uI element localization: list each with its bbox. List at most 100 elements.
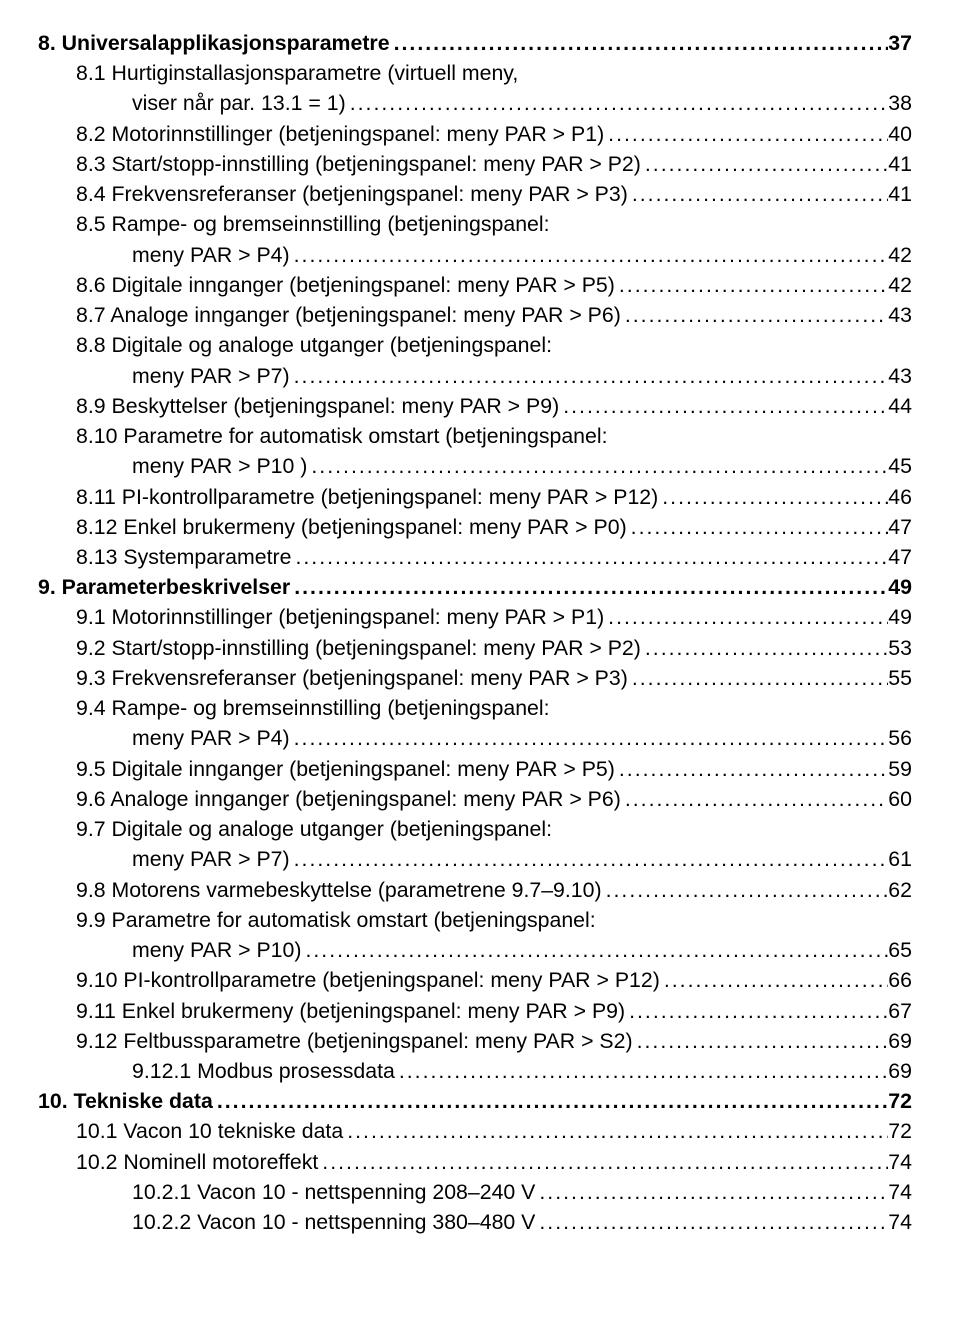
- toc-entry-title: meny PAR > P4): [132, 723, 290, 753]
- toc-entry-page: 37: [888, 28, 912, 58]
- toc-entry-title: 9.2 Start/stopp-innstilling (betjeningsp…: [76, 633, 641, 663]
- toc-entry: 8.8 Digitale og analoge utganger (betjen…: [38, 330, 912, 360]
- toc-entry: 9.8 Motorens varmebeskyttelse (parametre…: [38, 875, 912, 905]
- toc-leader-dots: [621, 300, 888, 330]
- toc-leader-dots: [290, 240, 889, 270]
- toc-entry: meny PAR > P7) 43: [38, 361, 912, 391]
- toc-entry-page: 43: [888, 361, 912, 391]
- toc-entry-page: 74: [888, 1147, 912, 1177]
- toc-leader-dots: [290, 723, 889, 753]
- toc-entry-title: meny PAR > P10): [132, 935, 301, 965]
- toc-entry: 9.12 Feltbussparametre (betjeningspanel:…: [38, 1026, 912, 1056]
- toc-entry-page: 69: [888, 1026, 912, 1056]
- toc-entry-page: 53: [888, 633, 912, 663]
- toc-entry-title: 9. Parameterbeskrivelser: [38, 572, 290, 602]
- toc-entry-title: 10.2 Nominell motoreffekt: [76, 1147, 318, 1177]
- toc-entry: 9.7 Digitale og analoge utganger (betjen…: [38, 814, 912, 844]
- toc-entry-title: 9.5 Digitale innganger (betjeningspanel:…: [76, 754, 615, 784]
- toc-entry: 8.4 Frekvensreferanser (betjeningspanel:…: [38, 179, 912, 209]
- toc-entry: 10.2.2 Vacon 10 - nettspenning 380–480 V…: [38, 1207, 912, 1237]
- toc-entry-page: 45: [888, 451, 912, 481]
- toc-leader-dots: [641, 633, 888, 663]
- toc-leader-dots: [346, 88, 889, 118]
- toc-entry-page: 72: [888, 1116, 912, 1146]
- toc-leader-dots: [343, 1116, 888, 1146]
- toc-leader-dots: [290, 361, 889, 391]
- toc-entry: 10.1 Vacon 10 tekniske data 72: [38, 1116, 912, 1146]
- toc-entry: 9. Parameterbeskrivelser 49: [38, 572, 912, 602]
- toc-entry-title: 9.1 Motorinnstillinger (betjeningspanel:…: [76, 602, 604, 632]
- toc-entry-title: 8.7 Analoge innganger (betjeningspanel: …: [76, 300, 621, 330]
- toc-entry-page: 72: [888, 1086, 912, 1116]
- toc-entry: meny PAR > P10 ) 45: [38, 451, 912, 481]
- toc-entry-page: 44: [888, 391, 912, 421]
- toc-entry: 8.1 Hurtiginstallasjonsparametre (virtue…: [38, 58, 912, 88]
- toc-leader-dots: [535, 1177, 888, 1207]
- toc-entry-title: 8.9 Beskyttelser (betjeningspanel: meny …: [76, 391, 559, 421]
- toc-entry: 10.2.1 Vacon 10 - nettspenning 208–240 V…: [38, 1177, 912, 1207]
- toc-entry: 9.3 Frekvensreferanser (betjeningspanel:…: [38, 663, 912, 693]
- toc-entry: 8. Universalapplikasjonsparametre 37: [38, 28, 912, 58]
- toc-leader-dots: [291, 542, 888, 572]
- toc-entry-title: 8.2 Motorinnstillinger (betjeningspanel:…: [76, 119, 604, 149]
- toc-entry: 10. Tekniske data 72: [38, 1086, 912, 1116]
- toc-entry-page: 42: [888, 270, 912, 300]
- toc-leader-dots: [307, 451, 888, 481]
- toc-entry: 8.5 Rampe- og bremseinnstilling (betjeni…: [38, 209, 912, 239]
- toc-entry: 9.1 Motorinnstillinger (betjeningspanel:…: [38, 602, 912, 632]
- toc-leader-dots: [318, 1147, 888, 1177]
- toc-entry-title: 10.2.2 Vacon 10 - nettspenning 380–480 V: [132, 1207, 535, 1237]
- toc-entry-title: 9.12 Feltbussparametre (betjeningspanel:…: [76, 1026, 633, 1056]
- toc-leader-dots: [621, 784, 888, 814]
- toc-entry-page: 38: [888, 88, 912, 118]
- toc-entry-page: 40: [888, 119, 912, 149]
- toc-entry: 8.9 Beskyttelser (betjeningspanel: meny …: [38, 391, 912, 421]
- toc-leader-dots: [641, 149, 888, 179]
- toc-entry-title: 8.6 Digitale innganger (betjeningspanel:…: [76, 270, 615, 300]
- toc-leader-dots: [658, 482, 888, 512]
- toc-entry-page: 42: [888, 240, 912, 270]
- toc-entry-title: 8. Universalapplikasjonsparametre: [38, 28, 390, 58]
- toc-entry-page: 62: [888, 875, 912, 905]
- toc-entry-page: 60: [888, 784, 912, 814]
- toc-entry-page: 49: [888, 572, 912, 602]
- toc-leader-dots: [625, 996, 888, 1026]
- toc-entry-title: meny PAR > P7): [132, 844, 290, 874]
- toc-entry: meny PAR > P10) 65: [38, 935, 912, 965]
- toc-entry-page: 74: [888, 1207, 912, 1237]
- toc-entry: 10.2 Nominell motoreffekt 74: [38, 1147, 912, 1177]
- toc-entry: 9.2 Start/stopp-innstilling (betjeningsp…: [38, 633, 912, 663]
- toc-leader-dots: [604, 119, 888, 149]
- toc-entry-page: 69: [888, 1056, 912, 1086]
- toc-entry-title: 8.8 Digitale og analoge utganger (betjen…: [76, 330, 552, 360]
- toc-leader-dots: [213, 1086, 888, 1116]
- toc-entry: 8.2 Motorinnstillinger (betjeningspanel:…: [38, 119, 912, 149]
- toc-leader-dots: [559, 391, 888, 421]
- toc-leader-dots: [301, 935, 888, 965]
- toc-entry-title: 8.12 Enkel brukermeny (betjeningspanel: …: [76, 512, 627, 542]
- toc-entry-title: 9.6 Analoge innganger (betjeningspanel: …: [76, 784, 621, 814]
- toc-entry: meny PAR > P4) 56: [38, 723, 912, 753]
- toc-entry-title: 8.10 Parametre for automatisk omstart (b…: [76, 421, 608, 451]
- toc-entry-title: 10. Tekniske data: [38, 1086, 213, 1116]
- toc-leader-dots: [290, 844, 889, 874]
- toc-entry-title: 8.13 Systemparametre: [76, 542, 291, 572]
- toc-entry-page: 41: [888, 179, 912, 209]
- toc-entry-page: 65: [888, 935, 912, 965]
- toc-leader-dots: [615, 270, 888, 300]
- toc-leader-dots: [615, 754, 888, 784]
- toc-leader-dots: [628, 663, 888, 693]
- toc-entry-page: 59: [888, 754, 912, 784]
- toc-leader-dots: [290, 572, 888, 602]
- toc-leader-dots: [390, 28, 889, 58]
- toc-leader-dots: [633, 1026, 889, 1056]
- toc-entry-page: 66: [888, 965, 912, 995]
- toc-entry: 9.10 PI-kontrollparametre (betjeningspan…: [38, 965, 912, 995]
- toc-entry-title: 9.10 PI-kontrollparametre (betjeningspan…: [76, 965, 660, 995]
- toc-entry-title: 8.4 Frekvensreferanser (betjeningspanel:…: [76, 179, 628, 209]
- toc-entry: 9.12.1 Modbus prosessdata 69: [38, 1056, 912, 1086]
- toc-entry: 8.10 Parametre for automatisk omstart (b…: [38, 421, 912, 451]
- toc-entry: 9.11 Enkel brukermeny (betjeningspanel: …: [38, 996, 912, 1026]
- toc-entry-title: 8.5 Rampe- og bremseinnstilling (betjeni…: [76, 209, 550, 239]
- toc-entry-page: 56: [888, 723, 912, 753]
